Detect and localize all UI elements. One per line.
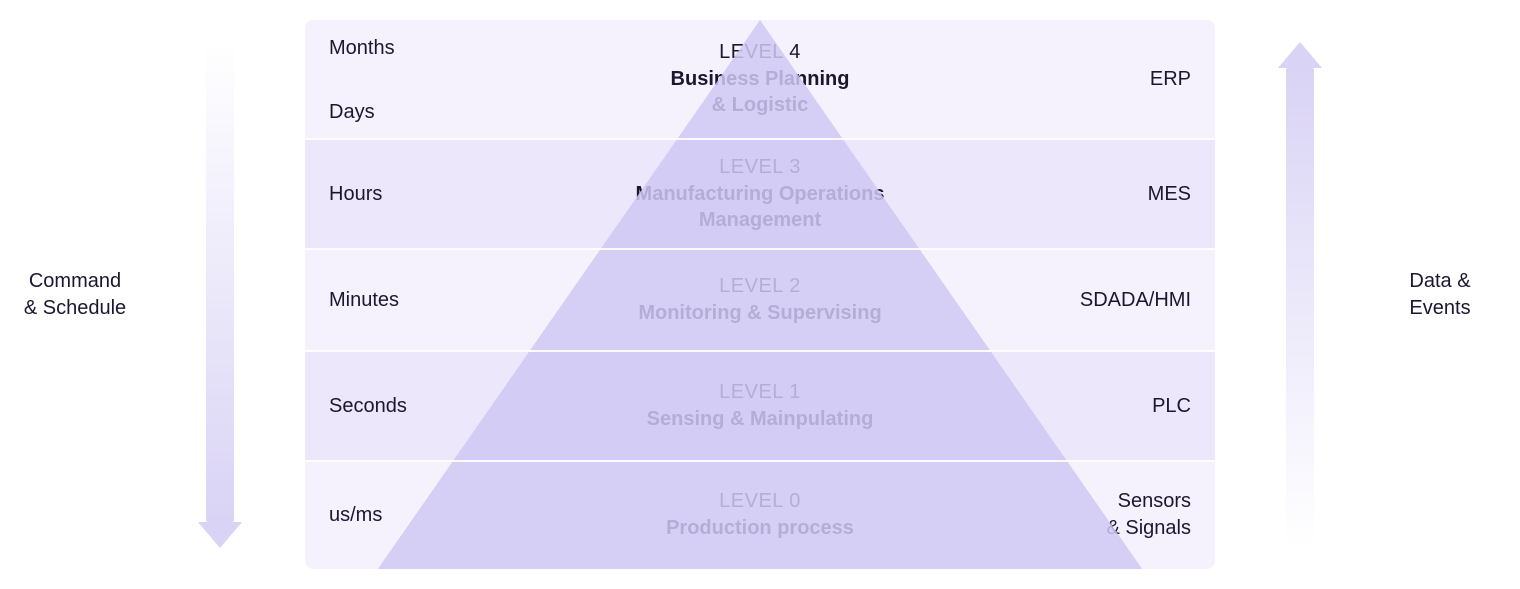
level-label: LEVEL 3 — [305, 156, 1215, 179]
band-level-4: Months DaysLEVEL 4Business Planning & Lo… — [305, 20, 1215, 139]
system-label: Sensors & Signals — [1107, 488, 1192, 542]
time-scale-label: Hours — [329, 178, 382, 210]
time-scale-label: Minutes — [329, 284, 399, 316]
right-arrow-column: Data & Events — [1220, 0, 1380, 589]
band-center: LEVEL 0Production process — [305, 490, 1215, 541]
level-label: LEVEL 1 — [305, 381, 1215, 404]
system-label: SDADA/HMI — [1080, 287, 1191, 314]
band-level-3: HoursLEVEL 3Manufacturing Operations Man… — [305, 139, 1215, 249]
time-scale-label: Months Days — [329, 32, 395, 128]
pyramid-panel: Months DaysLEVEL 4Business Planning & Lo… — [305, 20, 1215, 569]
band-divider — [305, 248, 1215, 250]
right-arrow-head-up-icon — [1278, 42, 1322, 68]
left-arrow-shaft — [206, 42, 234, 522]
right-arrow-label: Data & Events — [1390, 268, 1490, 322]
level-label: LEVEL 0 — [305, 490, 1215, 513]
system-label: ERP — [1150, 66, 1191, 93]
left-arrow-label: Command & Schedule — [20, 268, 130, 322]
band-divider — [305, 350, 1215, 352]
level-label: LEVEL 4 — [305, 41, 1215, 64]
system-label: PLC — [1152, 393, 1191, 420]
level-title: Monitoring & Supervising — [305, 300, 1215, 326]
level-title: Production process — [305, 515, 1215, 541]
band-center: LEVEL 1Sensing & Mainpulating — [305, 381, 1215, 432]
automation-pyramid-diagram: Command & Schedule Data & Events Months … — [0, 0, 1520, 589]
system-label: MES — [1148, 181, 1191, 208]
band-stack: Months DaysLEVEL 4Business Planning & Lo… — [305, 20, 1215, 569]
level-label: LEVEL 2 — [305, 275, 1215, 298]
time-scale-label: Seconds — [329, 390, 407, 422]
left-arrow-column: Command & Schedule — [140, 0, 300, 589]
band-center: LEVEL 2Monitoring & Supervising — [305, 275, 1215, 326]
band-level-1: SecondsLEVEL 1Sensing & MainpulatingPLC — [305, 351, 1215, 461]
time-scale-label: us/ms — [329, 499, 382, 531]
level-title: Manufacturing Operations Management — [305, 181, 1215, 233]
band-level-2: MinutesLEVEL 2Monitoring & SupervisingSD… — [305, 249, 1215, 351]
band-level-0: us/msLEVEL 0Production processSensors & … — [305, 461, 1215, 569]
level-title: Business Planning & Logistic — [305, 66, 1215, 118]
band-center: LEVEL 3Manufacturing Operations Manageme… — [305, 156, 1215, 233]
band-divider — [305, 138, 1215, 140]
left-arrow-head-down-icon — [198, 522, 242, 548]
band-divider — [305, 460, 1215, 462]
band-center: LEVEL 4Business Planning & Logistic — [305, 41, 1215, 118]
level-title: Sensing & Mainpulating — [305, 406, 1215, 432]
right-arrow-shaft — [1286, 68, 1314, 548]
